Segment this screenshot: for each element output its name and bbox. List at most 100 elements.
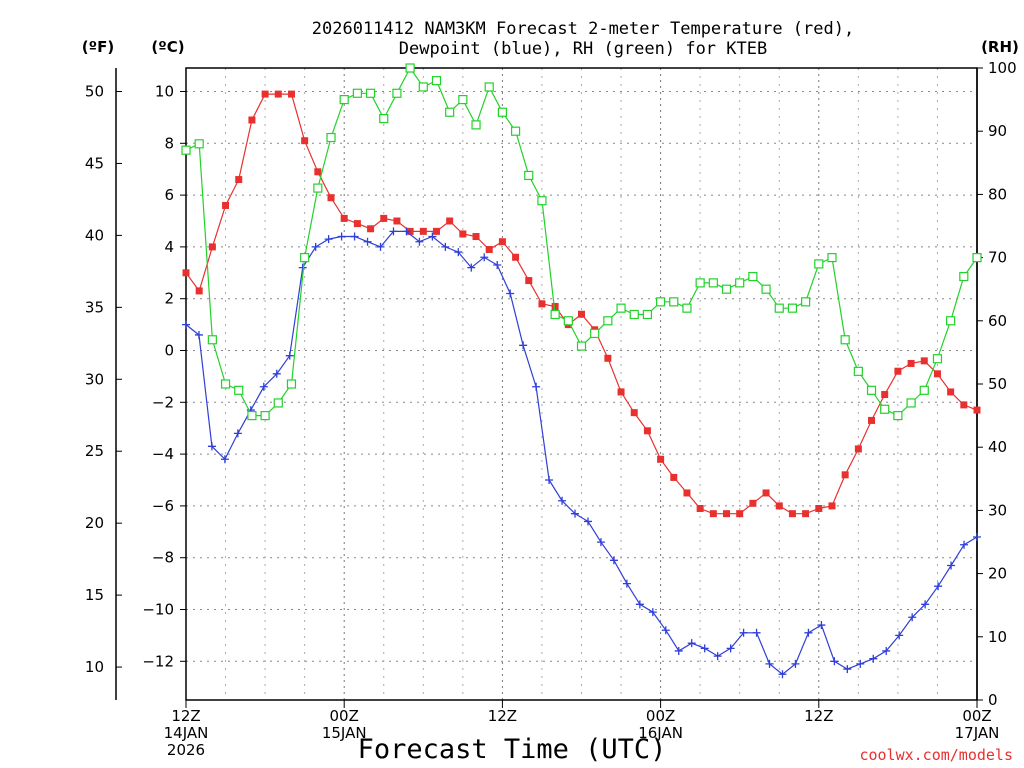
f-tick-label-2: 20 bbox=[85, 514, 104, 532]
rh-tick-label-2: 20 bbox=[988, 565, 1007, 583]
dewpoint-point-18 bbox=[415, 237, 424, 246]
temperature-point-6 bbox=[261, 90, 269, 98]
rh-point-40 bbox=[708, 278, 718, 288]
rh-tick-label-5: 50 bbox=[988, 375, 1007, 393]
rh-point-11 bbox=[326, 132, 336, 143]
dewpoint-point-26 bbox=[519, 341, 528, 350]
rh-point-30 bbox=[576, 341, 587, 351]
rh-point-42 bbox=[735, 278, 745, 288]
temperature-point-1 bbox=[195, 287, 203, 295]
rh-axis: 0 10 20 30 40 50 60 70 80 90 100 bbox=[977, 59, 1017, 709]
dewpoint-point-25 bbox=[506, 289, 515, 298]
dewpoint-point-28 bbox=[545, 476, 554, 484]
temperature-point-26 bbox=[525, 277, 533, 285]
temperature-point-53 bbox=[881, 391, 889, 399]
rh-point-5 bbox=[247, 411, 257, 421]
dewpoint-point-33 bbox=[609, 556, 618, 565]
rh-point-58 bbox=[946, 316, 956, 326]
chart-title-line2: Dewpoint (blue), RH (green) for KTEB bbox=[399, 39, 767, 59]
dewpoint-point-48 bbox=[804, 628, 813, 637]
credit-text: coolwx.com/models bbox=[859, 746, 1013, 764]
rh-point-9 bbox=[300, 253, 310, 263]
temperature-point-37 bbox=[670, 473, 678, 481]
dewpoint-point-6 bbox=[259, 382, 268, 391]
temperature-point-3 bbox=[222, 201, 230, 209]
rh-point-52 bbox=[866, 385, 877, 395]
temperature-point-16 bbox=[393, 217, 401, 225]
f-tick-label-6: 40 bbox=[85, 226, 104, 244]
rh-series bbox=[181, 63, 982, 421]
rh-point-54 bbox=[893, 411, 903, 421]
dewpoint-point-49 bbox=[817, 621, 826, 630]
rh-point-29 bbox=[563, 316, 573, 326]
temperature-point-50 bbox=[841, 471, 849, 479]
temperature-point-36 bbox=[657, 455, 665, 463]
rh-point-36 bbox=[655, 297, 666, 307]
dewpoint-point-60 bbox=[960, 540, 969, 549]
rh-point-51 bbox=[853, 366, 863, 376]
temperature-point-35 bbox=[643, 427, 651, 435]
c-tick-label-1: −10 bbox=[142, 601, 174, 619]
dewpoint-point-8 bbox=[285, 351, 294, 360]
series-layer bbox=[181, 63, 982, 679]
grid-lines bbox=[186, 68, 977, 700]
dewpoint-point-36 bbox=[648, 608, 657, 617]
dewpoint-point-40 bbox=[700, 644, 709, 653]
dewpoint-point-56 bbox=[908, 613, 917, 622]
temperature-point-47 bbox=[802, 510, 810, 518]
temperature-point-7 bbox=[274, 90, 282, 98]
c-tick-label-5: −2 bbox=[152, 393, 174, 411]
temperature-point-9 bbox=[301, 137, 309, 145]
dewpoint-point-24 bbox=[493, 261, 502, 270]
dewpoint-point-1 bbox=[194, 330, 203, 339]
rh-point-22 bbox=[471, 120, 481, 130]
dewpoint-point-23 bbox=[480, 253, 489, 262]
dewpoint-point-43 bbox=[739, 628, 748, 637]
temperature-point-11 bbox=[327, 194, 335, 202]
temperature-point-58 bbox=[947, 388, 955, 396]
dewpoint-point-11 bbox=[324, 235, 333, 244]
rh-point-4 bbox=[234, 385, 244, 395]
rh-point-10 bbox=[313, 183, 323, 193]
rh-point-60 bbox=[972, 253, 982, 263]
rh-point-38 bbox=[682, 303, 692, 313]
temperature-point-27 bbox=[538, 300, 546, 308]
dewpoint-point-52 bbox=[856, 659, 865, 668]
rh-point-16 bbox=[392, 88, 402, 98]
dewpoint-point-17 bbox=[402, 227, 411, 236]
dewpoint-point-14 bbox=[363, 237, 372, 246]
dewpoint-point-20 bbox=[441, 242, 450, 251]
dewpoint-point-34 bbox=[622, 579, 631, 588]
x-tick-label-3-1: 00Z bbox=[646, 707, 675, 725]
c-tick-label-3: −6 bbox=[152, 497, 174, 515]
x-tick-label-3-2: 16JAN bbox=[638, 724, 683, 742]
c-tick-label-7: 2 bbox=[164, 290, 174, 308]
rh-point-47 bbox=[801, 297, 811, 307]
f-tick-label-0: 10 bbox=[85, 658, 104, 676]
dewpoint-point-31 bbox=[583, 517, 592, 526]
temperature-point-2 bbox=[208, 243, 216, 251]
dewpoint-point-4 bbox=[233, 429, 242, 438]
dewpoint-point-27 bbox=[532, 382, 541, 391]
rh-point-20 bbox=[445, 107, 455, 117]
rh-tick-label-1: 10 bbox=[988, 628, 1007, 646]
x-tick-label-0-3: 2026 bbox=[167, 741, 205, 759]
temperature-point-30 bbox=[578, 310, 585, 318]
temperature-point-45 bbox=[775, 502, 783, 510]
temperature-point-33 bbox=[617, 388, 625, 396]
rh-tick-label-10: 100 bbox=[988, 59, 1017, 77]
rh-point-28 bbox=[550, 309, 560, 320]
temperature-point-43 bbox=[749, 499, 757, 507]
dewpoint-line bbox=[185, 230, 978, 676]
temperature-point-22 bbox=[472, 233, 480, 241]
c-tick-label-10: 8 bbox=[164, 134, 174, 152]
dewpoint-point-45 bbox=[765, 659, 774, 668]
temperature-point-42 bbox=[736, 510, 744, 518]
temperature-point-38 bbox=[683, 489, 691, 497]
x-tick-label-1-2: 15JAN bbox=[322, 724, 367, 742]
f-tick-label-7: 45 bbox=[85, 154, 104, 172]
f-tick-label-5: 35 bbox=[85, 298, 104, 316]
rh-unit-label: (RH) bbox=[981, 38, 1019, 56]
rh-point-39 bbox=[695, 278, 705, 288]
rh-point-12 bbox=[339, 94, 349, 105]
